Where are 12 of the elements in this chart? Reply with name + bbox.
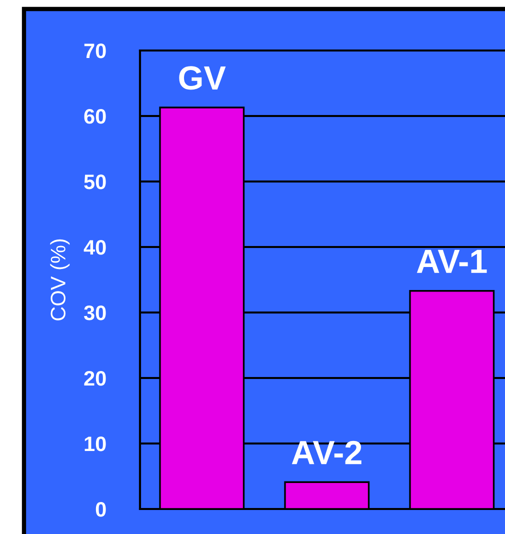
y-tick-label: 60: [84, 109, 106, 124]
x-tick-label: GV: [179, 66, 226, 90]
y-tick-label: 30: [84, 306, 106, 320]
y-tick-label: 10: [84, 436, 106, 452]
y-tick-label: 70: [84, 44, 106, 58]
y-tick-label: 20: [84, 371, 106, 386]
y-tick-label: 0: [96, 502, 106, 517]
x-tick-label: AV-1: [416, 250, 487, 273]
y-tick-label: 40: [84, 240, 106, 255]
y-tick-label: 50: [84, 174, 106, 190]
y-axis-title: COV (%): [50, 239, 70, 320]
x-tick-label: AV-2: [292, 440, 362, 464]
